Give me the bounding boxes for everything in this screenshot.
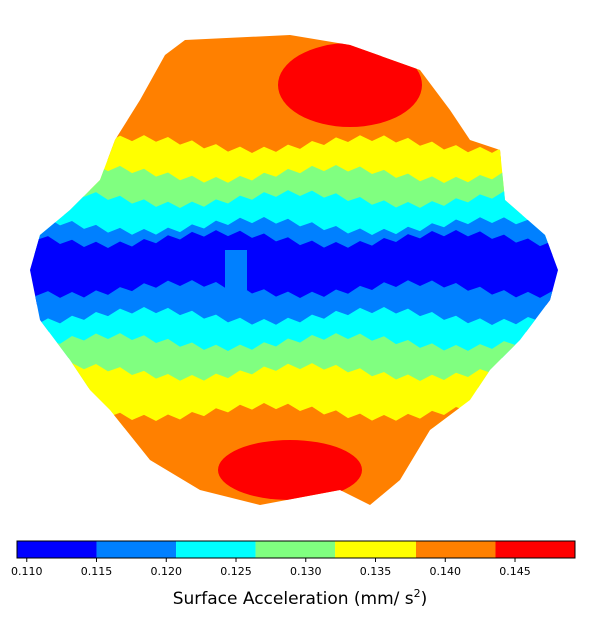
tick-label: 0.125 — [220, 565, 252, 578]
surface-patch — [225, 250, 247, 290]
surface-patch — [278, 43, 422, 127]
colorbar-frame — [16, 540, 576, 559]
tick-label: 0.110 — [11, 565, 43, 578]
tick-label: 0.135 — [360, 565, 392, 578]
colorbar-bin — [335, 541, 416, 558]
axis-label-superscript: 2 — [414, 587, 421, 600]
axis-label-text: Surface Acceleration (mm/ s — [173, 589, 414, 609]
colorbar-bin — [96, 541, 177, 558]
tick-label: 0.130 — [290, 565, 322, 578]
tick-label: 0.145 — [499, 565, 531, 578]
colorbar-bin — [255, 541, 336, 558]
colorbar-bin — [415, 541, 496, 558]
colorbar-bin — [495, 541, 575, 558]
surface-patch — [218, 440, 362, 500]
tick-label: 0.120 — [151, 565, 183, 578]
tick-label: 0.115 — [81, 565, 113, 578]
axis-label-end: ) — [421, 589, 428, 609]
tick-label: 0.140 — [430, 565, 462, 578]
colorbar-bin — [17, 541, 97, 558]
colorbar-bin — [176, 541, 256, 558]
axis-label: Surface Acceleration (mm/ s2) — [173, 587, 428, 609]
surface-band — [30, 333, 558, 388]
